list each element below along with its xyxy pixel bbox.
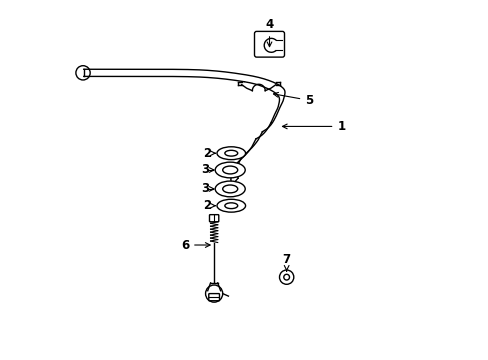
Ellipse shape bbox=[217, 199, 245, 212]
Ellipse shape bbox=[217, 147, 245, 159]
Text: 6: 6 bbox=[181, 239, 210, 252]
Text: 2: 2 bbox=[203, 147, 215, 160]
Text: 5: 5 bbox=[273, 93, 313, 107]
Ellipse shape bbox=[222, 166, 237, 174]
Text: 3: 3 bbox=[201, 183, 214, 195]
Text: 1: 1 bbox=[282, 120, 345, 133]
Ellipse shape bbox=[224, 203, 237, 208]
Ellipse shape bbox=[224, 150, 237, 156]
Text: 4: 4 bbox=[265, 18, 273, 47]
Text: 3: 3 bbox=[201, 163, 214, 176]
Text: 2: 2 bbox=[203, 199, 215, 212]
Ellipse shape bbox=[222, 185, 237, 193]
Ellipse shape bbox=[215, 181, 244, 197]
Ellipse shape bbox=[215, 162, 244, 178]
Text: 7: 7 bbox=[282, 253, 290, 271]
